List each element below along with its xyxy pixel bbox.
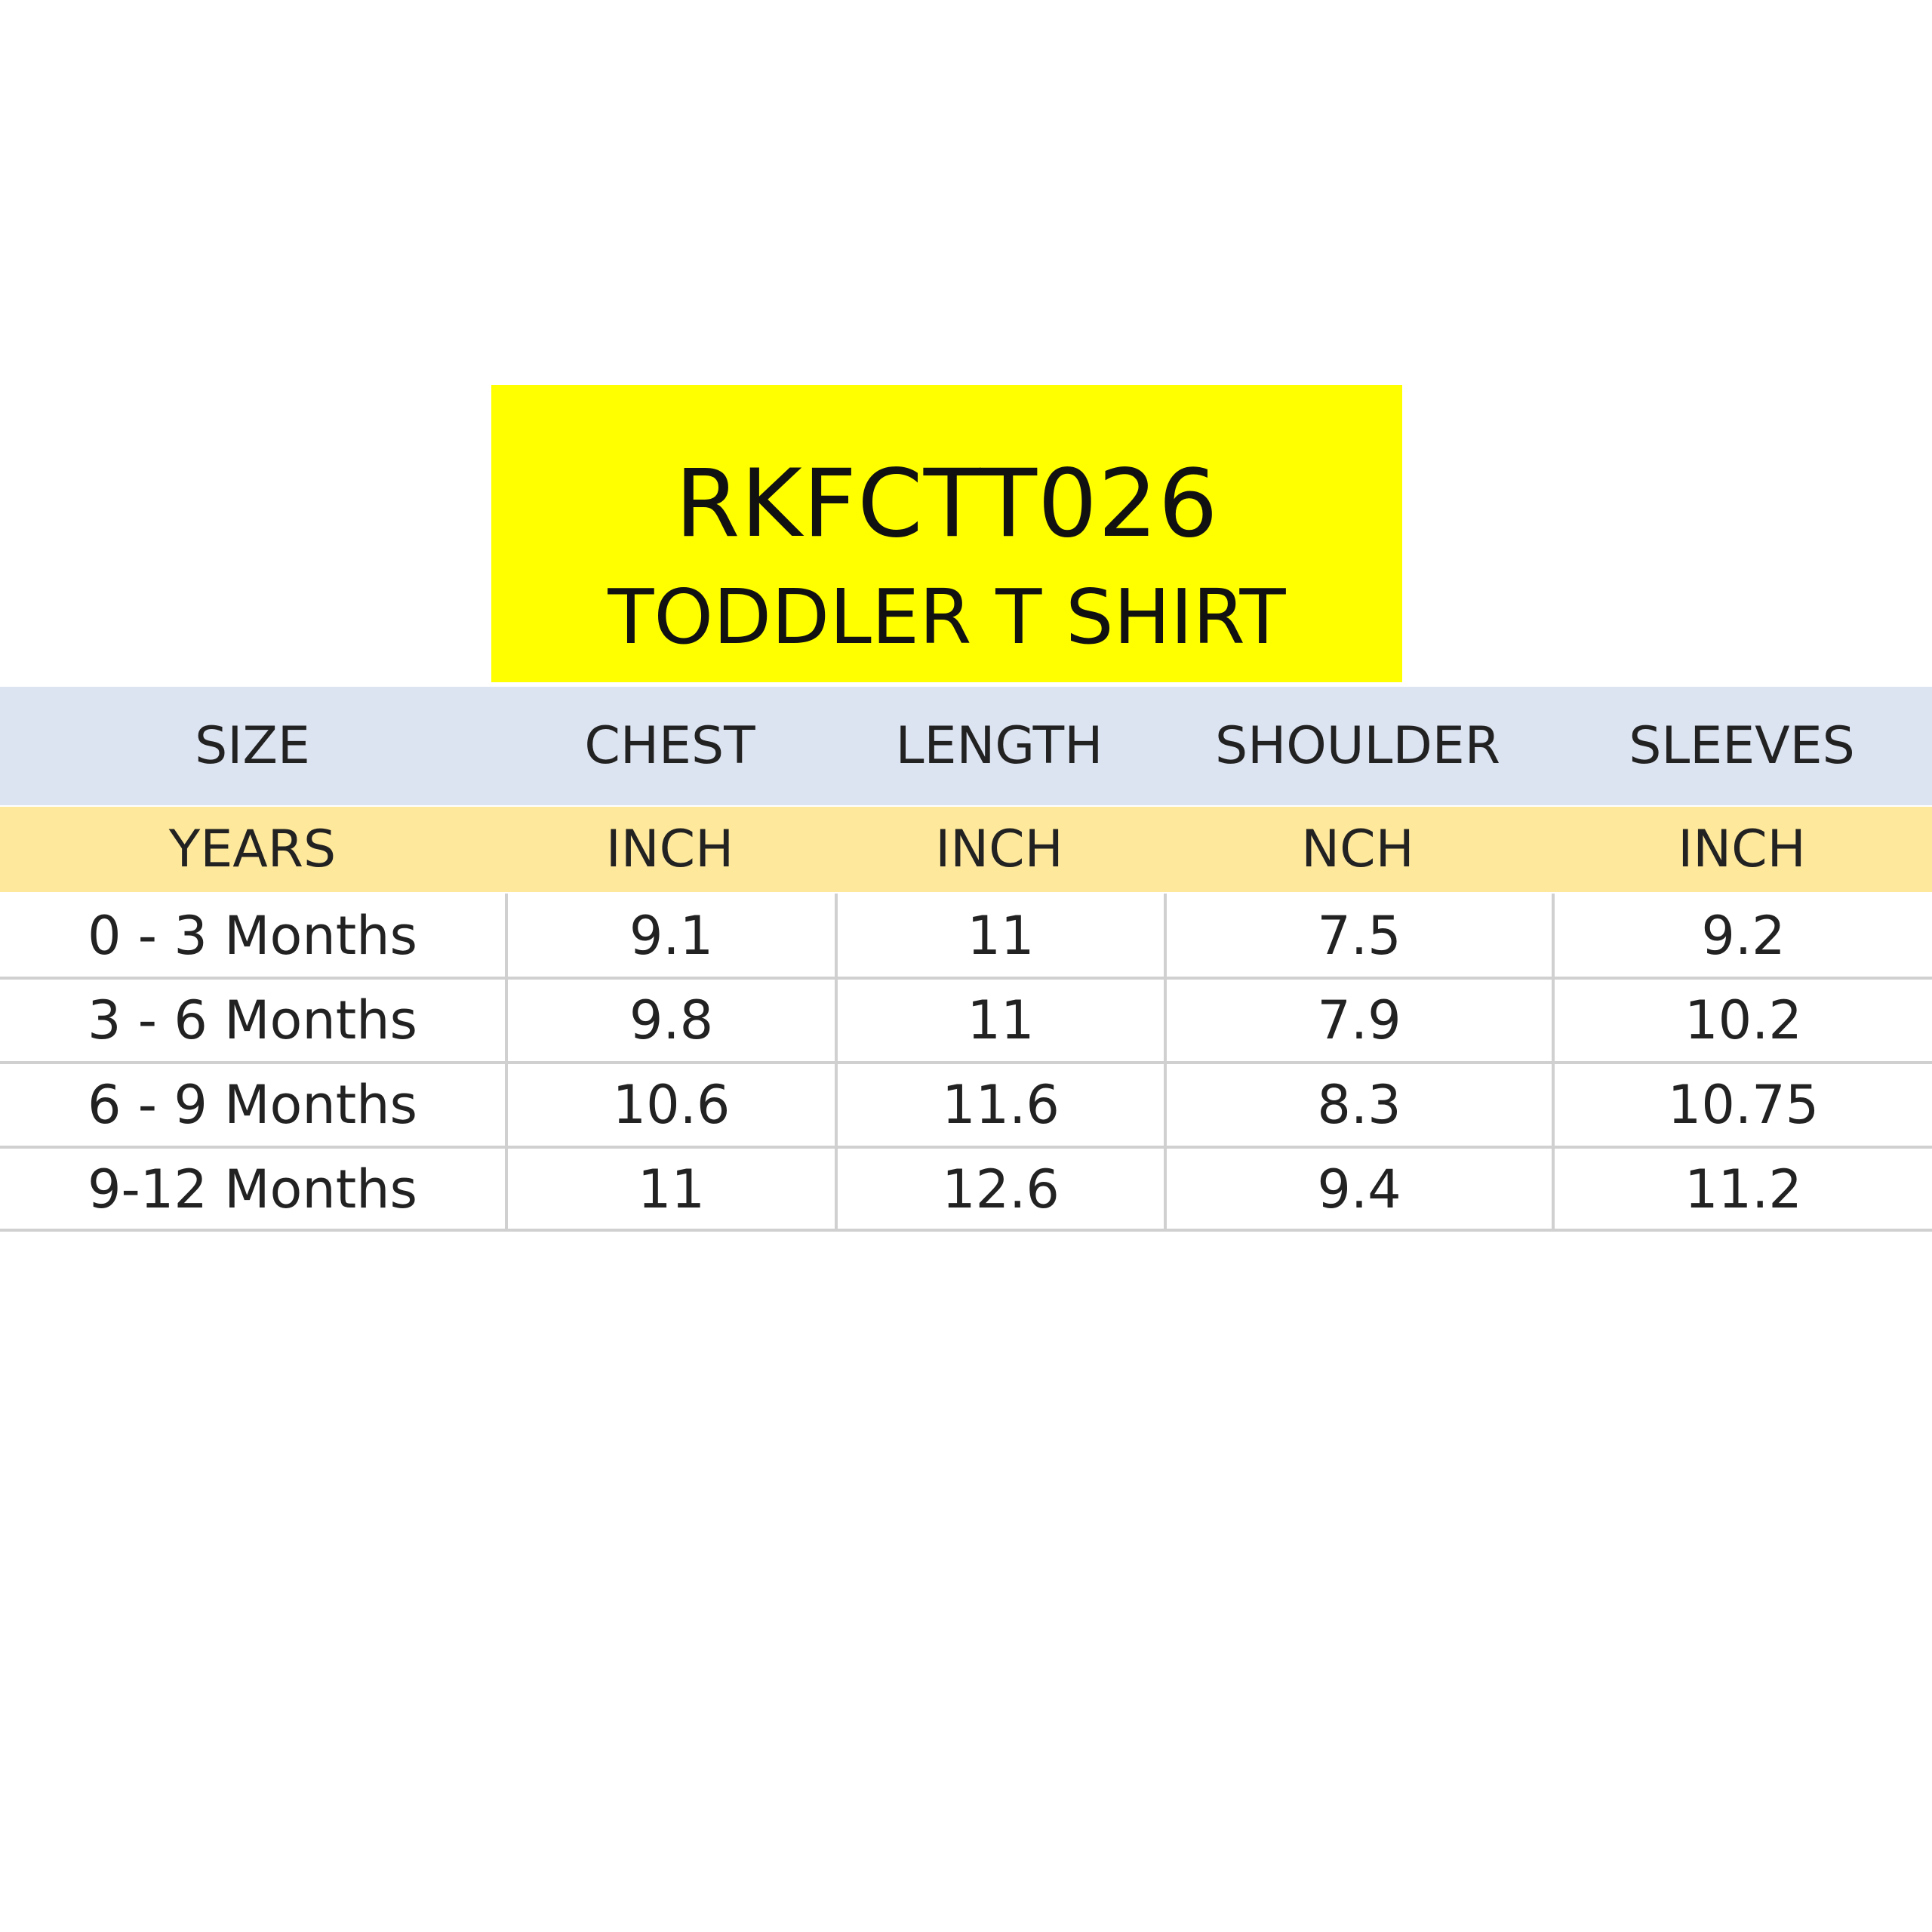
unit-size: YEARS	[168, 820, 337, 879]
table-header-row: SIZE CHEST LENGTH SHOULDER SLEEVES	[0, 687, 1932, 805]
table-row: 6 - 9 Months 10.6 11.6 8.3 10.75	[0, 1063, 1932, 1147]
cell-sleeves: 11.2	[1552, 1147, 1932, 1232]
header-shoulder: SHOULDER	[1214, 716, 1501, 776]
cell-length: 11	[835, 894, 1164, 978]
cell-shoulder: 9.4	[1164, 1147, 1552, 1232]
row-divider	[0, 977, 1932, 980]
cell-size: 0 - 3 Months	[88, 905, 417, 967]
header-size: SIZE	[195, 716, 310, 776]
table-row: 3 - 6 Months 9.8 11 7.9 10.2	[0, 978, 1932, 1063]
table-row: 0 - 3 Months 9.1 11 7.5 9.2	[0, 894, 1932, 978]
cell-chest: 9.8	[505, 978, 835, 1063]
header-sleeves: SLEEVES	[1629, 716, 1855, 776]
cell-length: 12.6	[835, 1147, 1164, 1232]
unit-length: INCH	[935, 820, 1063, 879]
cell-length: 11	[835, 978, 1164, 1063]
cell-shoulder: 7.5	[1164, 894, 1552, 978]
header-length: LENGTH	[895, 716, 1103, 776]
cell-size: 3 - 6 Months	[88, 989, 417, 1051]
unit-chest: INCH	[605, 820, 734, 879]
cell-size: 9-12 Months	[88, 1158, 417, 1220]
cell-chest: 9.1	[505, 894, 835, 978]
cell-sleeves: 10.75	[1552, 1063, 1932, 1147]
row-divider	[0, 1146, 1932, 1149]
row-divider	[0, 1061, 1932, 1064]
cell-chest: 11	[505, 1147, 835, 1232]
cell-size: 6 - 9 Months	[88, 1074, 417, 1136]
cell-shoulder: 7.9	[1164, 978, 1552, 1063]
cell-chest: 10.6	[505, 1063, 835, 1147]
cell-length: 11.6	[835, 1063, 1164, 1147]
cell-sleeves: 9.2	[1552, 894, 1932, 978]
table-units-row: YEARS INCH INCH NCH INCH	[0, 807, 1932, 892]
product-code: RKFCTT026	[675, 450, 1219, 558]
cell-shoulder: 8.3	[1164, 1063, 1552, 1147]
product-title-box: RKFCTT026 TODDLER T SHIRT	[491, 385, 1402, 682]
unit-shoulder: NCH	[1301, 820, 1414, 879]
table-row: 9-12 Months 11 12.6 9.4 11.2	[0, 1147, 1932, 1232]
cell-sleeves: 10.2	[1552, 978, 1932, 1063]
product-name: TODDLER T SHIRT	[608, 573, 1286, 661]
header-chest: CHEST	[584, 716, 755, 776]
table-bottom-border	[0, 1229, 1932, 1232]
unit-sleeves: INCH	[1678, 820, 1806, 879]
